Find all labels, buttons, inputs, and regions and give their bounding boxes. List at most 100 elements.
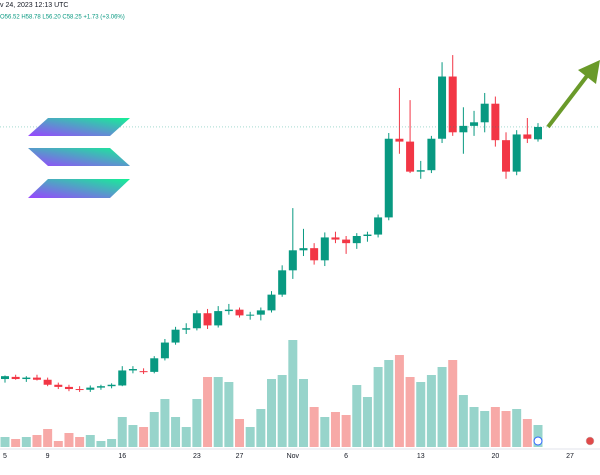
volume-bar (117, 417, 127, 447)
solana-logo (28, 118, 130, 198)
volume-bar (330, 412, 340, 447)
ohlc-label: O56.52 H58.78 L56.20 C58.25 +1.73 (+3.06… (0, 15, 125, 21)
candle-body (448, 76, 457, 133)
volume-bar (362, 397, 372, 447)
volume-bar (203, 377, 213, 447)
volume-bar (0, 437, 10, 447)
volume-bar (64, 433, 74, 447)
candle-body (160, 342, 169, 359)
volume-bar (394, 355, 404, 447)
candle-body (459, 125, 468, 133)
volume-bar (512, 409, 522, 447)
candle-body (43, 379, 52, 385)
date-label: v 24, 2023 12:13 UTC (0, 2, 69, 9)
x-tick-label: 27 (236, 453, 244, 460)
candle-body (182, 328, 191, 330)
flag-icon (585, 436, 595, 446)
candle-body (352, 236, 361, 244)
candle-body (438, 76, 447, 139)
candle-body (416, 170, 425, 172)
candle-body (224, 309, 233, 312)
candle-body (214, 311, 223, 326)
volume-bar (11, 439, 21, 447)
candle-body (139, 371, 148, 373)
volume-bar (469, 407, 479, 447)
candle-body (267, 294, 276, 311)
candle-body (395, 138, 404, 142)
candle-body (480, 103, 489, 123)
volume-bar (224, 382, 234, 447)
candle-body (246, 314, 255, 316)
x-tick-label: 20 (491, 453, 499, 460)
candle-body (406, 141, 415, 172)
volume-bar (139, 427, 149, 447)
candle-body (235, 309, 244, 316)
x-tick-label: 9 (46, 453, 50, 460)
volume-bar (416, 382, 426, 447)
volume-bar (149, 412, 159, 447)
candle-body (534, 126, 542, 140)
candle-body (342, 239, 351, 244)
volume-bar (458, 395, 468, 447)
volume-bar (245, 427, 255, 447)
candle-body (64, 386, 73, 390)
candle-body (192, 313, 201, 329)
volume-bar (53, 441, 63, 447)
x-tick-label: 5 (3, 453, 7, 460)
candle-body (96, 386, 105, 388)
trend-arrow (546, 60, 600, 129)
x-tick-label: 13 (417, 453, 425, 460)
logo-bar (28, 148, 130, 166)
candle-body (470, 122, 479, 126)
candle-body (320, 237, 329, 261)
volume-bar (490, 407, 500, 447)
volume-layer (0, 340, 543, 447)
icon (533, 436, 543, 446)
candle-body (523, 134, 532, 139)
candle-body (384, 138, 393, 218)
candle-body (86, 387, 95, 390)
volume-bar (128, 425, 138, 447)
candle-body (203, 313, 212, 326)
candle-body (331, 237, 340, 240)
volume-bar (426, 375, 436, 447)
logo-bar (28, 179, 130, 198)
volume-bar (96, 441, 106, 447)
volume-bar (533, 425, 543, 447)
volume-bar (448, 360, 458, 447)
volume-bar (21, 437, 31, 447)
candle-body (288, 250, 297, 271)
candle-body (118, 370, 127, 386)
volume-bar (309, 407, 319, 447)
volume-bar (373, 367, 383, 447)
volume-bar (85, 435, 95, 447)
volume-bar (277, 375, 287, 447)
arrow-head (578, 60, 600, 84)
volume-bar (298, 379, 308, 447)
candle-body (491, 103, 500, 141)
volume-bar (107, 439, 117, 447)
candle-body (310, 248, 319, 261)
candle-body (512, 134, 521, 172)
candle-body (150, 358, 159, 372)
volume-bar (522, 419, 532, 447)
volume-bar (405, 377, 415, 447)
volume-bar (480, 411, 490, 447)
volume-bar (192, 399, 202, 447)
candle-body (171, 329, 180, 343)
volume-bar (171, 417, 181, 447)
candle-body (374, 217, 383, 235)
volume-bar (384, 360, 394, 447)
candle-body (22, 377, 31, 380)
candle-body (54, 384, 63, 387)
candle-body (1, 376, 9, 380)
candle-body (299, 248, 308, 251)
candle-body (107, 384, 116, 387)
volume-bar (267, 379, 276, 447)
candle-body (427, 138, 436, 171)
x-tick-label: Nov (287, 453, 300, 460)
logo-bar (28, 118, 130, 136)
candle-body (363, 234, 372, 236)
x-tick-label: 16 (118, 453, 126, 460)
candle-body (278, 270, 287, 295)
